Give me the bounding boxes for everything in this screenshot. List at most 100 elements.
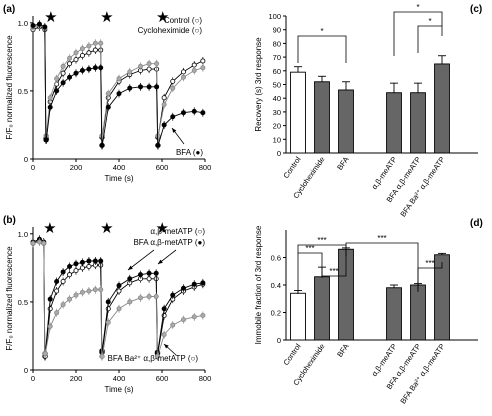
data-point [146,84,152,90]
y-axis-label: F/F₀ normalized fluorescence [5,246,14,351]
y-tick-label: 10 [273,135,281,144]
annotation-arrowhead [128,265,133,270]
bar [290,71,306,154]
series-0 [30,22,206,143]
data-point [180,74,186,80]
significance-label: * [416,3,419,12]
data-point [98,258,104,264]
data-point [200,58,206,64]
data-point [79,259,85,265]
x-tick-label: 800 [199,374,212,383]
data-point [146,293,152,299]
x-tick-label: 600 [156,163,169,172]
series-2 [30,20,206,150]
data-point [86,50,92,56]
data-point [161,95,167,101]
data-point [154,84,160,90]
data-point [137,272,143,278]
data-point [73,57,79,63]
data-point [146,270,152,276]
y-tick-label: 0 [24,155,28,164]
data-point [161,306,167,312]
data-point [116,91,122,97]
data-point [67,263,73,269]
data-point [86,258,92,264]
legend-entry: Control (○) [164,16,203,25]
legend-entry: BFA Ba²⁺ α,β-metATP (○) [108,354,199,363]
y-axis-label: Recovery (s) 3rd response [254,37,263,132]
data-point [36,21,42,27]
data-point [73,50,79,56]
data-point [137,84,143,90]
data-point [105,104,111,110]
data-point [92,40,98,46]
significance-label: *** [305,244,314,253]
y-tick-label: 30 [273,108,281,117]
stimulus-star: ★ [43,220,56,237]
data-point [60,302,66,308]
legend-entry: Cycloheximide (○) [138,26,203,35]
data-point [127,69,133,75]
y-tick-label: 0.6 [271,254,281,263]
annotation-arrowhead [172,128,177,133]
significance-label: * [428,17,431,26]
x-tick-label: 800 [199,163,212,172]
data-point [170,85,176,91]
significance-bracket [393,11,443,56]
data-point [60,70,66,76]
data-point [99,142,105,148]
bar [290,292,306,341]
significance-bracket [297,252,323,294]
panel-c: (c) 0 10 20 30 40 50 60 70 80 90 100 Recovery (s) 3r… [254,3,482,219]
significance-label: *** [317,236,326,245]
x-tick-label: 200 [70,163,83,172]
data-point [200,280,206,286]
x-tick-label: 0 [31,374,35,383]
data-point [146,61,152,67]
y-tick-label: 0 [24,366,28,375]
panel-label: (a) [3,4,15,15]
significance-bracket [417,262,443,290]
series-line [32,241,203,357]
data-point [127,85,133,91]
y-tick-label: 80 [273,39,281,48]
annotation-arrowhead [164,344,169,349]
stimulus-star: ★ [44,9,57,26]
category-label: Control [281,155,302,180]
x-tick-label: 400 [113,374,126,383]
data-point [98,40,104,46]
data-point [98,287,104,293]
y-tick-label: 60 [273,67,281,76]
bar [410,284,426,341]
bar [434,63,450,154]
y-tick-label: 1.0 [18,230,28,239]
annotation-arrowhead [158,259,163,264]
data-point [67,74,73,80]
data-point [60,269,66,275]
panel-a: (a) 0 200 400 600 800 0 0.5 1.0 Time (s) F/F₀ norm… [3,4,211,183]
x-tick-label: 0 [31,163,35,172]
data-point [43,137,49,143]
data-point [60,63,66,69]
data-point [200,313,206,319]
data-point [105,91,111,97]
significance-bracket [297,35,347,63]
legend-entry: α,β-metATP (○) [150,227,205,236]
data-point [79,67,85,73]
data-point [98,65,104,71]
data-point [86,288,92,294]
category-label: BFA [335,342,351,359]
data-point [92,258,98,264]
y-tick-label: 0.5 [18,298,28,307]
stimulus-star: ★ [156,9,169,26]
series-2 [30,237,206,361]
data-point [54,88,60,94]
data-point [47,104,53,110]
data-point [67,55,73,61]
data-point [180,110,186,116]
significance-bracket [345,242,419,292]
series-line [32,238,203,355]
data-point [153,293,159,299]
data-point [170,322,176,328]
